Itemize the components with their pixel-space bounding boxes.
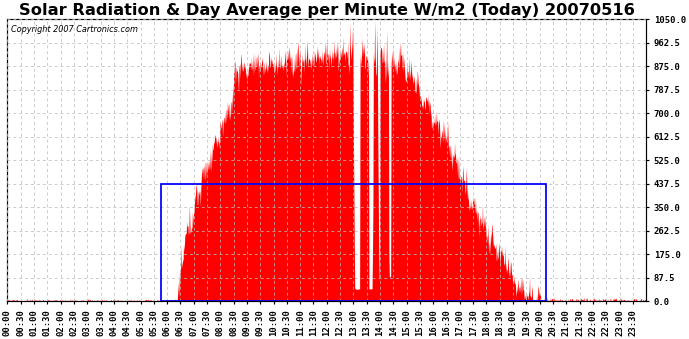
Bar [161, 184, 546, 301]
Title: Solar Radiation & Day Average per Minute W/m2 (Today) 20070516: Solar Radiation & Day Average per Minute… [19, 3, 635, 18]
Text: Copyright 2007 Cartronics.com: Copyright 2007 Cartronics.com [10, 25, 138, 34]
